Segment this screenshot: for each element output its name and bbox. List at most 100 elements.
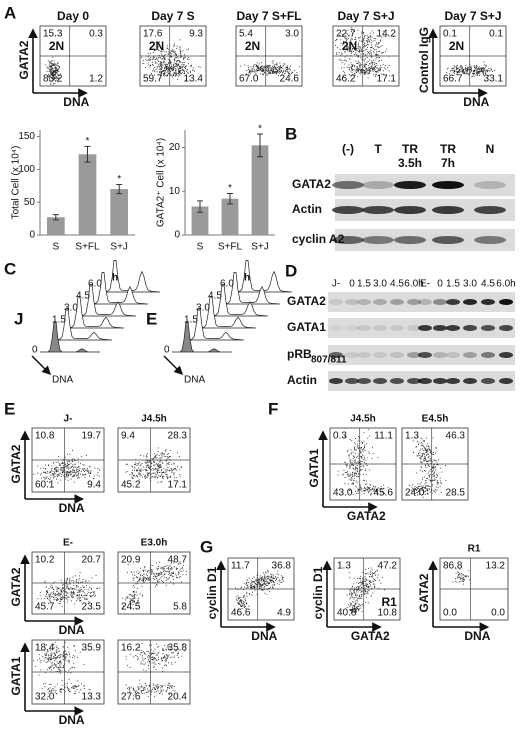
event-dot <box>360 70 362 72</box>
event-dot <box>176 57 177 59</box>
event-dot <box>50 69 52 71</box>
event-dot <box>60 597 62 599</box>
event-dot <box>455 69 457 71</box>
blot-band <box>362 206 394 214</box>
flow-plot <box>333 557 401 621</box>
event-dot <box>457 571 459 573</box>
event-dot <box>59 653 61 655</box>
event-dot <box>266 593 268 595</box>
event-dot <box>152 688 153 690</box>
event-dot <box>159 68 161 70</box>
event-dot <box>461 66 463 68</box>
event-dot <box>349 458 351 460</box>
event-dot <box>352 472 354 474</box>
event-dot <box>139 646 141 648</box>
event-dot <box>356 473 358 475</box>
event-dot <box>43 683 45 685</box>
event-dot <box>56 70 58 72</box>
event-dot <box>426 454 428 456</box>
blot-band <box>463 299 477 305</box>
event-dot <box>441 483 443 485</box>
event-dot <box>72 469 74 471</box>
event-dot <box>172 69 174 71</box>
event-dot <box>149 578 151 580</box>
event-dot <box>79 578 81 580</box>
event-dot <box>67 646 69 648</box>
event-dot <box>59 690 61 692</box>
event-dot <box>66 581 68 583</box>
event-dot <box>369 32 371 34</box>
event-dot <box>160 76 162 78</box>
event-dot <box>154 688 156 689</box>
event-dot <box>150 564 152 566</box>
event-dot <box>368 586 370 587</box>
histogram <box>207 284 269 317</box>
event-dot <box>273 574 275 576</box>
event-dot <box>69 461 70 463</box>
event-dot <box>133 594 135 596</box>
event-dot <box>175 61 177 63</box>
event-dot <box>60 475 62 477</box>
event-dot <box>139 469 141 471</box>
event-dot <box>372 446 374 448</box>
event-dot <box>130 571 132 573</box>
event-dot <box>281 577 283 579</box>
event-dot <box>383 67 385 69</box>
event-dot <box>129 688 130 690</box>
event-dot <box>74 470 75 472</box>
event-dot <box>160 460 162 462</box>
event-dot <box>148 578 150 580</box>
event-dot <box>249 72 251 74</box>
event-dot <box>54 66 56 68</box>
event-dot <box>285 69 287 71</box>
event-dot <box>352 482 354 484</box>
bar <box>78 154 97 235</box>
event-dot <box>351 605 353 607</box>
event-dot <box>435 491 436 493</box>
event-dot <box>262 69 264 71</box>
event-dot <box>69 668 71 670</box>
event-dot <box>356 48 358 50</box>
event-dot <box>157 653 159 655</box>
event-dot <box>263 67 265 69</box>
event-dot <box>70 587 72 589</box>
event-dot <box>354 72 356 74</box>
event-dot <box>352 451 354 453</box>
row-label: GATA1 <box>287 320 326 334</box>
time-label: 4.5 <box>208 291 222 302</box>
event-dot <box>178 653 179 654</box>
event-dot <box>156 472 158 474</box>
event-dot <box>46 590 48 592</box>
event-dot <box>148 461 150 463</box>
event-dot <box>415 487 416 489</box>
event-dot <box>161 660 163 662</box>
event-dot <box>176 469 178 471</box>
event-dot <box>267 583 269 585</box>
event-dot <box>358 589 360 591</box>
event-dot <box>167 74 168 76</box>
event-dot <box>153 572 155 574</box>
event-dot <box>62 667 64 669</box>
event-dot <box>251 70 253 72</box>
event-dot <box>250 66 252 68</box>
event-dot <box>185 68 186 70</box>
event-dot <box>51 465 53 467</box>
event-dot <box>53 64 55 66</box>
event-dot <box>361 68 362 70</box>
event-dot <box>137 469 139 471</box>
event-dot <box>484 73 486 75</box>
event-dot <box>350 588 352 590</box>
event-dot <box>336 53 338 55</box>
event-dot <box>428 464 429 466</box>
event-dot <box>250 580 252 582</box>
event-dot <box>133 474 135 476</box>
event-dot <box>51 67 53 69</box>
event-dot <box>160 58 162 60</box>
blot-band <box>357 378 371 384</box>
event-dot <box>178 72 180 74</box>
event-dot <box>90 470 92 472</box>
event-dot <box>359 578 361 580</box>
event-dot <box>182 66 184 67</box>
event-dot <box>55 74 56 75</box>
event-dot <box>157 687 159 689</box>
